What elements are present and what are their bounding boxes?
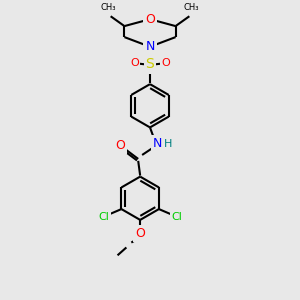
Text: N: N (145, 40, 155, 53)
Text: H: H (164, 139, 172, 149)
Text: S: S (146, 58, 154, 71)
Text: CH₃: CH₃ (184, 3, 199, 12)
Text: Cl: Cl (98, 212, 109, 222)
Text: O: O (145, 13, 155, 26)
Text: O: O (161, 58, 170, 68)
Text: N: N (153, 137, 163, 150)
Text: Cl: Cl (171, 212, 182, 222)
Text: CH₃: CH₃ (101, 3, 116, 12)
Text: O: O (116, 139, 125, 152)
Text: O: O (135, 227, 145, 240)
Text: O: O (130, 58, 139, 68)
